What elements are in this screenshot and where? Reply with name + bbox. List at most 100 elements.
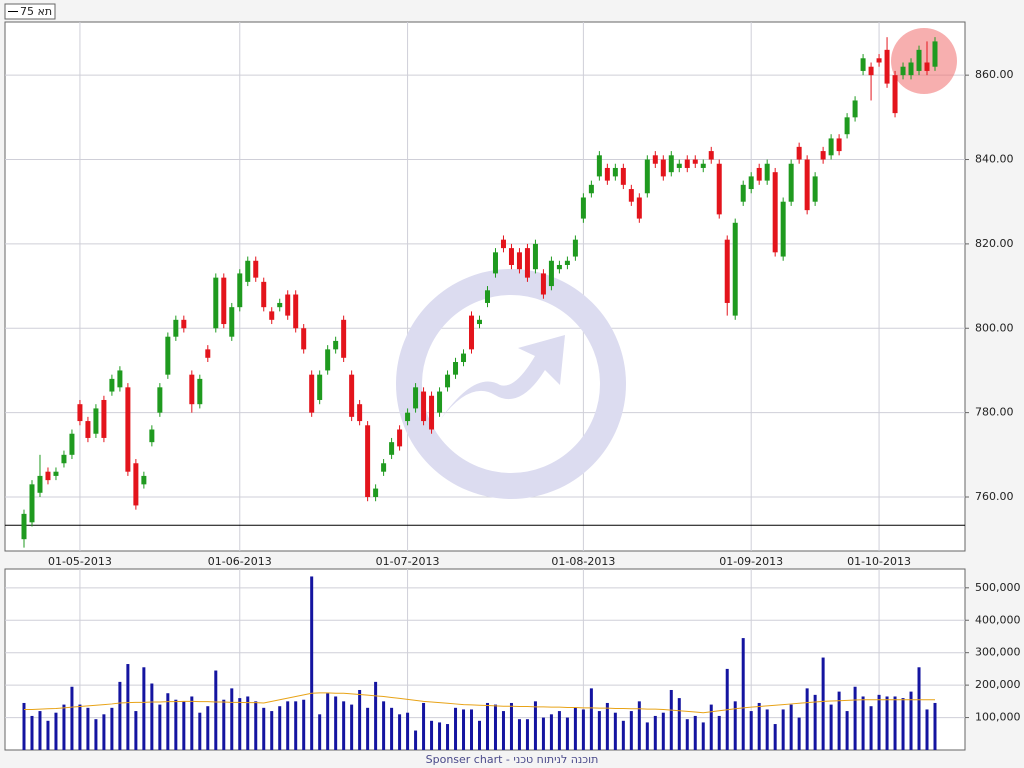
candle-body <box>620 167 626 185</box>
volume-bar <box>645 722 649 750</box>
volume-bar <box>398 714 402 750</box>
candle-body <box>21 513 27 540</box>
candle-body <box>868 66 874 76</box>
candle-body <box>860 58 866 71</box>
candle-body <box>604 167 610 181</box>
volume-bar <box>629 711 633 750</box>
candle-body <box>197 378 203 405</box>
candle-body <box>508 248 514 265</box>
volume-bar <box>382 701 386 750</box>
y-tick-label: 860.00 <box>975 68 1014 81</box>
candle-body <box>652 155 658 164</box>
volume-bar <box>414 730 418 750</box>
candle-body <box>684 159 690 168</box>
highlight-circle <box>891 28 957 94</box>
volume-bar <box>877 694 881 750</box>
volume-bar <box>246 696 250 750</box>
volume-bar <box>126 664 130 750</box>
candle-body <box>397 429 403 447</box>
candle-body <box>588 184 594 194</box>
candle-body <box>884 49 890 84</box>
volume-bar <box>238 698 242 750</box>
candle-body <box>293 294 299 329</box>
candle-body <box>796 146 802 160</box>
volume-bar <box>294 701 298 750</box>
candle-body <box>484 290 490 303</box>
volume-bar <box>30 715 34 750</box>
candle-body <box>812 176 818 202</box>
candle-body <box>572 239 578 257</box>
volume-bar <box>781 709 785 750</box>
volume-bar <box>46 720 50 750</box>
candle-body <box>381 463 387 472</box>
candle-body <box>69 433 75 455</box>
volume-bar <box>589 688 593 750</box>
candle-body <box>437 391 443 413</box>
candle-body <box>77 404 83 422</box>
candle-body <box>45 471 51 481</box>
volume-bar <box>214 670 218 750</box>
candle-body <box>285 294 291 316</box>
volume-bar <box>342 701 346 750</box>
candle-body <box>101 399 107 438</box>
volume-bar <box>182 701 186 750</box>
candle-body <box>477 319 482 325</box>
volume-bar <box>478 720 481 750</box>
volume-bar <box>893 696 897 750</box>
volume-bar <box>621 720 625 750</box>
x-tick-label: 01-06-2013 <box>208 555 272 568</box>
volume-bar <box>653 715 657 750</box>
candle-body <box>828 138 834 156</box>
y-tick-label: 780.00 <box>975 406 1014 419</box>
candle-body <box>365 425 371 498</box>
candle-body <box>61 454 67 464</box>
volume-bar <box>366 707 370 750</box>
volume-bar <box>789 704 793 750</box>
candle-body <box>932 41 938 67</box>
volume-bar <box>150 683 154 750</box>
volume-bar <box>517 719 521 750</box>
volume-bar <box>597 711 601 750</box>
volume-bar <box>206 706 210 750</box>
volume-bar <box>270 711 274 750</box>
volume-bar <box>581 709 585 750</box>
volume-bar <box>797 717 801 750</box>
volume-bar <box>62 704 66 750</box>
candle-body <box>133 463 139 506</box>
candle-body <box>141 475 147 485</box>
volume-bar <box>166 693 170 750</box>
volume-bar <box>134 711 138 750</box>
volume-bar <box>302 699 306 750</box>
volume-bar <box>190 696 194 750</box>
candle-body <box>445 374 451 388</box>
volume-bar <box>22 702 26 750</box>
volume-bar <box>717 715 721 750</box>
candle-body <box>405 412 411 422</box>
candle-body <box>732 222 738 316</box>
volume-bar <box>765 709 769 750</box>
y-tick-label: 820.00 <box>975 237 1014 250</box>
candle-body <box>492 252 498 274</box>
volume-bar <box>158 704 162 750</box>
candle-body <box>892 75 898 114</box>
candle-body <box>908 62 914 76</box>
candle-body <box>636 197 642 219</box>
volume-bar <box>286 701 290 750</box>
volume-bar <box>262 707 266 750</box>
candle-body <box>628 189 634 202</box>
candle-body <box>580 197 586 219</box>
volume-bar <box>573 707 577 750</box>
x-tick-label: 01-05-2013 <box>48 555 112 568</box>
volume-bar <box>86 707 90 750</box>
volume-bar <box>701 722 705 750</box>
x-tick-label: 01-10-2013 <box>847 555 911 568</box>
volume-bar <box>565 717 569 750</box>
volume-bar <box>198 712 202 750</box>
volume-bar <box>933 702 937 750</box>
volume-bar <box>709 704 713 750</box>
volume-bar <box>821 657 825 750</box>
volume-bar <box>110 707 114 750</box>
candle-body <box>564 260 570 265</box>
candle-body <box>325 349 331 371</box>
